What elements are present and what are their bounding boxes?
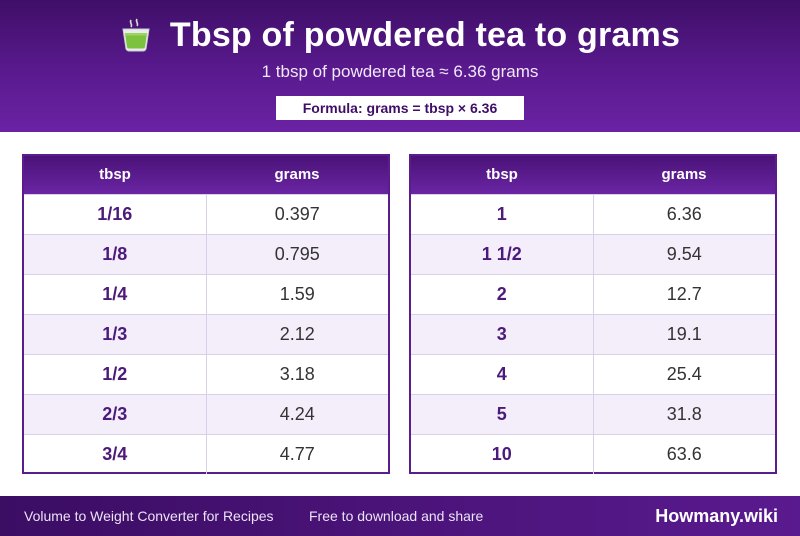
tbsp-cell: 3	[411, 315, 594, 354]
grams-cell: 31.8	[666, 404, 702, 424]
column-header-tbsp: tbsp	[99, 166, 131, 183]
tbsp-cell: 1/4	[24, 275, 207, 314]
grams-cell: 0.397	[274, 204, 320, 224]
column-header-tbsp: tbsp	[486, 166, 518, 183]
footer-bar: Volume to Weight Converter for Recipes F…	[0, 496, 800, 536]
conversion-table-right: tbsp grams 1 6.36 1 1/2 9.54 2 12.7 3 19…	[409, 154, 777, 474]
brand-logo-text[interactable]: Howmany.wiki	[655, 506, 778, 526]
table-row: 1 6.36	[411, 194, 775, 234]
tbsp-cell: 4	[411, 355, 594, 394]
grams-cell: 3.18	[279, 364, 315, 384]
tea-cup-icon	[120, 18, 152, 52]
grams-cell: 1.59	[279, 284, 315, 304]
table-row: 4 25.4	[411, 354, 775, 394]
table-row: 1/16 0.397	[24, 194, 388, 234]
table-row: 2/3 4.24	[24, 394, 388, 434]
column-header-grams: grams	[274, 166, 320, 183]
page-title: Tbsp of powdered tea to grams	[169, 15, 681, 54]
tbsp-cell: 5	[411, 395, 594, 434]
table-row: 3/4 4.77	[24, 434, 388, 474]
grams-cell: 9.54	[666, 244, 702, 264]
grams-cell: 25.4	[666, 364, 702, 384]
column-header-grams: grams	[661, 166, 707, 183]
grams-cell: 0.795	[274, 244, 320, 264]
tbsp-cell: 1	[411, 195, 594, 234]
grams-cell: 19.1	[666, 324, 702, 344]
footer-tagline: Volume to Weight Converter for Recipes	[24, 508, 274, 524]
footer-share-note: Free to download and share	[309, 508, 484, 524]
table-row: 10 63.6	[411, 434, 775, 474]
grams-cell: 2.12	[279, 324, 315, 344]
table-row: 1 1/2 9.54	[411, 234, 775, 274]
tbsp-cell: 1 1/2	[411, 235, 594, 274]
tbsp-cell: 3/4	[24, 435, 207, 474]
conversion-table-left: tbsp grams 1/16 0.397 1/8 0.795 1/4 1.59…	[22, 154, 390, 474]
header-banner: Tbsp of powdered tea to grams 1 tbsp of …	[0, 0, 800, 132]
formula-badge: Formula: grams = tbsp × 6.36	[276, 96, 524, 120]
grams-cell: 4.24	[279, 404, 315, 424]
table-row: 2 12.7	[411, 274, 775, 314]
table-row: 1/4 1.59	[24, 274, 388, 314]
tbsp-cell: 10	[411, 435, 594, 474]
grams-cell: 12.7	[666, 284, 702, 304]
tbsp-cell: 1/8	[24, 235, 207, 274]
tbsp-cell: 2	[411, 275, 594, 314]
grams-cell: 6.36	[666, 204, 702, 224]
table-header: tbsp grams	[24, 156, 388, 194]
tbsp-cell: 1/16	[24, 195, 207, 234]
grams-cell: 4.77	[279, 444, 315, 464]
table-row: 1/3 2.12	[24, 314, 388, 354]
grams-cell: 63.6	[666, 444, 702, 464]
table-row: 5 31.8	[411, 394, 775, 434]
table-row: 3 19.1	[411, 314, 775, 354]
tbsp-cell: 2/3	[24, 395, 207, 434]
table-row: 1/2 3.18	[24, 354, 388, 394]
tbsp-cell: 1/2	[24, 355, 207, 394]
table-header: tbsp grams	[411, 156, 775, 194]
tbsp-cell: 1/3	[24, 315, 207, 354]
title-row: Tbsp of powdered tea to grams	[0, 14, 800, 56]
table-row: 1/8 0.795	[24, 234, 388, 274]
page-subtitle: 1 tbsp of powdered tea ≈ 6.36 grams	[261, 62, 539, 81]
